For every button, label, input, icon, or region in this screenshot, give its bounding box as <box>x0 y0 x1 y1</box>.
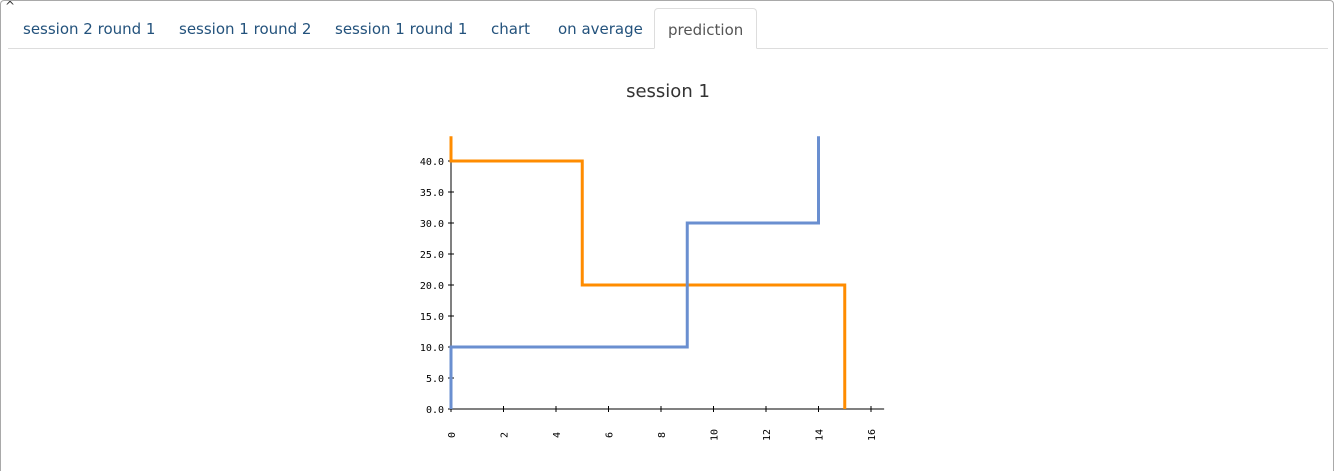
tab-bar: session 2 round 1 session 1 round 2 sess… <box>8 8 1328 49</box>
series-line-2 <box>449 136 820 409</box>
x-tick-label: 6 <box>605 432 616 438</box>
x-tick-label: 10 <box>710 429 721 441</box>
collapse-icon[interactable]: ^ <box>5 0 16 13</box>
tab-on-average[interactable]: on average <box>558 20 643 38</box>
y-tick-label: 35.0 <box>420 188 444 199</box>
y-tick-label: 40.0 <box>420 157 444 168</box>
tab-session-2-round-1[interactable]: session 2 round 1 <box>23 20 156 38</box>
tab-chart[interactable]: chart <box>491 20 530 38</box>
y-tick-label: 30.0 <box>420 219 444 230</box>
y-tick-label: 25.0 <box>420 250 444 261</box>
tab-prediction[interactable]: prediction <box>654 8 758 49</box>
chart-title: session 1 <box>626 81 710 102</box>
x-tick-label: 14 <box>815 429 826 441</box>
x-tick-label: 12 <box>762 429 773 441</box>
x-tick-label: 4 <box>552 432 563 438</box>
tab-session-1-round-1[interactable]: session 1 round 1 <box>335 20 468 38</box>
y-tick-label: 10.0 <box>420 343 444 354</box>
series-line-1 <box>449 136 847 409</box>
y-tick-label: 15.0 <box>420 312 444 323</box>
x-tick-label: 8 <box>657 432 668 438</box>
tab-session-1-round-2[interactable]: session 1 round 2 <box>179 20 312 38</box>
x-tick-label: 0 <box>447 432 458 438</box>
x-tick-label: 2 <box>500 432 511 438</box>
y-tick-label: 20.0 <box>420 281 444 292</box>
x-tick-label: 16 <box>867 429 878 441</box>
y-tick-label: 0.0 <box>426 405 444 416</box>
y-tick-label: 5.0 <box>426 374 444 385</box>
